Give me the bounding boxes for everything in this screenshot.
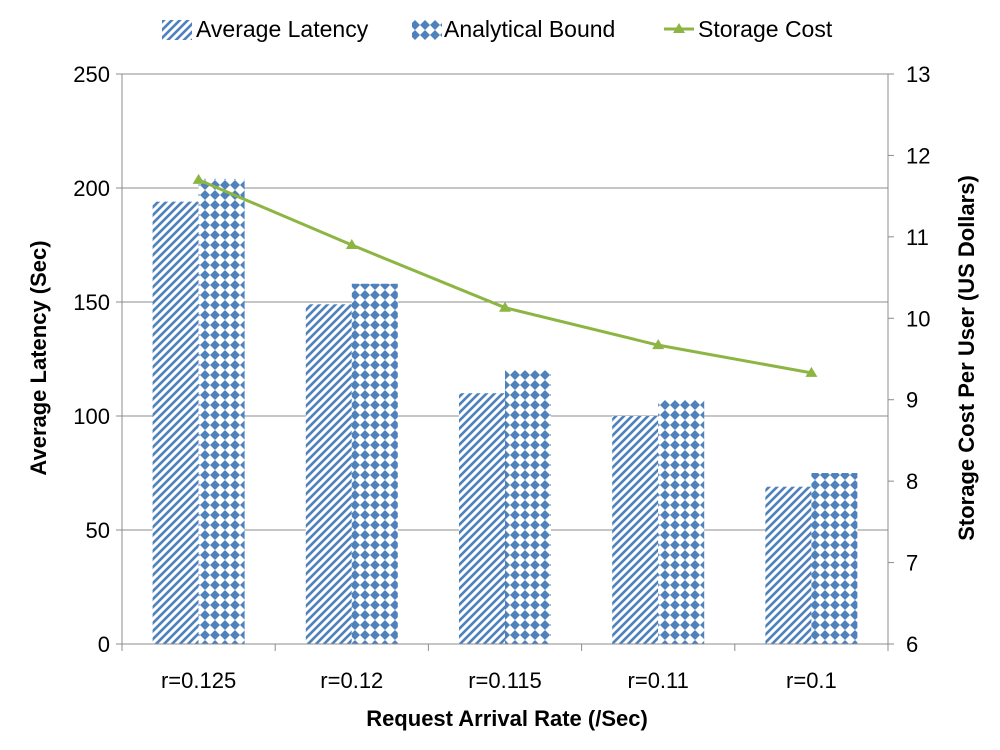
y-tick-label: 200 (73, 176, 110, 201)
bar-analytical-bound (198, 178, 245, 644)
y-tick-label: 100 (73, 404, 110, 429)
y-axis-title: Average Latency (Sec) (26, 240, 51, 475)
bar-average-latency (305, 304, 352, 644)
x-axis-title: Request Arrival Rate (/Sec) (366, 706, 648, 731)
legend-label-average-latency: Average Latency (196, 16, 369, 42)
bar-average-latency (612, 416, 659, 644)
storage-cost-polyline (198, 178, 812, 375)
y2-tick-label: 11 (906, 225, 929, 250)
tick-labels: 0 50 100 150 200 250 6 7 8 9 10 11 12 13 r=0.125 r=0.12… (73, 62, 930, 693)
y2-tick-label: 12 (906, 143, 930, 168)
storage-cost-marker (192, 173, 205, 184)
x-tick-label: r=0.12 (320, 668, 383, 693)
bar-average-latency (459, 393, 505, 644)
y-tick-label: 250 (73, 62, 110, 87)
y2-tick-label: 6 (906, 632, 918, 657)
bar-analytical-bound (811, 473, 858, 644)
x-tick-label: r=0.11 (628, 668, 689, 693)
x-tick-label: r=0.115 (468, 668, 542, 693)
storage-cost-line (192, 173, 818, 377)
y2-tick-label: 10 (906, 306, 930, 331)
storage-cost-marker (652, 339, 665, 350)
x-tick-label: r=0.125 (161, 668, 236, 693)
y2-tick-label: 7 (906, 551, 918, 576)
x-tick-label: r=0.1 (786, 668, 837, 693)
y2-tick-label: 13 (906, 62, 930, 87)
legend-label-storage-cost: Storage Cost (698, 16, 833, 42)
legend-swatch-analytical-bound (412, 20, 442, 40)
bar-average-latency (152, 201, 199, 644)
legend-swatch-average-latency (162, 20, 192, 40)
legend: Average Latency Analytical Bound Storage… (162, 16, 833, 42)
axes (116, 73, 894, 651)
bar-average-latency (765, 486, 812, 644)
bar-analytical-bound (658, 400, 705, 644)
legend-label-analytical-bound: Analytical Bound (444, 16, 615, 42)
bar-analytical-bound (351, 283, 398, 644)
bar-analytical-bound (505, 370, 551, 644)
storage-cost-marker (499, 301, 511, 312)
y2-axis-title: Storage Cost Per User (US Dollars) (954, 175, 979, 541)
storage-cost-marker (805, 366, 818, 377)
y2-tick-label: 9 (906, 388, 918, 413)
y-tick-label: 150 (73, 290, 110, 315)
bars (152, 178, 858, 644)
y2-tick-label: 8 (906, 469, 918, 494)
y-tick-label: 50 (86, 518, 110, 543)
storage-cost-marker (345, 239, 358, 249)
legend-marker-storage-cost (673, 23, 685, 33)
y-tick-label: 0 (98, 632, 110, 657)
